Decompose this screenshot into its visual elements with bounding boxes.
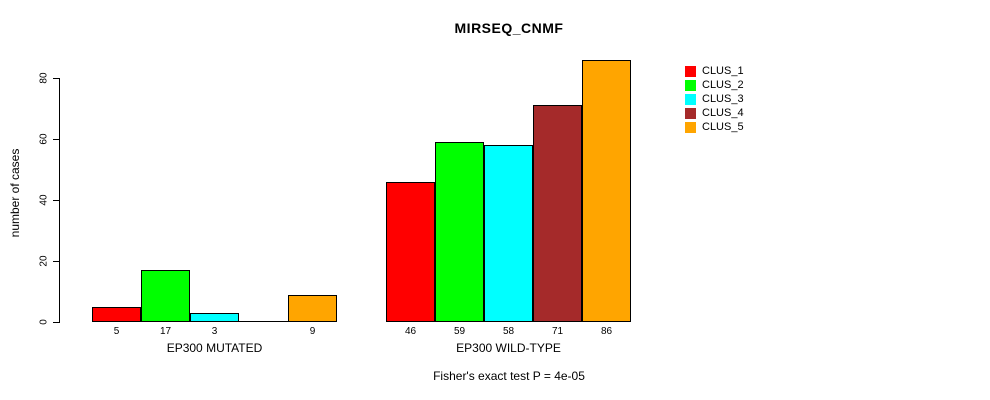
group-axis-label: EP300 MUTATED bbox=[166, 341, 263, 355]
bar-value-label: 5 bbox=[113, 326, 120, 337]
y-tick-label: 60 bbox=[38, 133, 50, 145]
legend-label: CLUS_4 bbox=[702, 107, 744, 119]
footnote: Fisher's exact test P = 4e-05 bbox=[433, 369, 585, 383]
y-tick-mark bbox=[53, 322, 60, 323]
bar bbox=[435, 142, 484, 322]
legend-swatch bbox=[685, 65, 696, 77]
bar-value-label: 59 bbox=[453, 326, 466, 337]
legend-item: CLUS_4 bbox=[685, 106, 744, 120]
bar-value-label: 71 bbox=[551, 326, 564, 337]
bar-value-label: 9 bbox=[309, 326, 316, 337]
y-tick-label: 40 bbox=[38, 194, 50, 206]
bar-value-label: 3 bbox=[211, 326, 218, 337]
bar-value-label: 17 bbox=[159, 326, 172, 337]
bar bbox=[484, 145, 533, 322]
y-tick-mark bbox=[53, 261, 60, 262]
bar bbox=[288, 295, 337, 322]
bar bbox=[92, 307, 141, 322]
legend-item: CLUS_3 bbox=[685, 92, 744, 106]
legend: CLUS_1 CLUS_2 CLUS_3 CLUS_4 CLUS_5 bbox=[685, 64, 744, 134]
bar-value-label: 86 bbox=[600, 326, 613, 337]
bar-zero-height bbox=[239, 321, 288, 322]
legend-label: CLUS_5 bbox=[702, 121, 744, 133]
y-tick-label: 80 bbox=[38, 72, 50, 84]
y-axis-label: number of cases bbox=[8, 148, 22, 238]
bar-value-label: 46 bbox=[404, 326, 417, 337]
y-tick-mark bbox=[53, 139, 60, 140]
bar bbox=[386, 182, 435, 322]
bar bbox=[190, 313, 239, 322]
legend-label: CLUS_2 bbox=[702, 79, 744, 91]
legend-item: CLUS_2 bbox=[685, 78, 744, 92]
y-tick-label: 20 bbox=[38, 255, 50, 267]
legend-swatch bbox=[685, 93, 696, 105]
legend-swatch bbox=[685, 79, 696, 91]
bar bbox=[582, 60, 631, 322]
bar bbox=[533, 105, 582, 322]
legend-swatch bbox=[685, 107, 696, 119]
y-tick-label: 0 bbox=[38, 319, 50, 325]
legend-label: CLUS_1 bbox=[702, 65, 744, 77]
y-tick-mark bbox=[53, 200, 60, 201]
group-axis-label: EP300 WILD-TYPE bbox=[456, 341, 561, 355]
bar bbox=[141, 270, 190, 322]
legend-label: CLUS_3 bbox=[702, 93, 744, 105]
bar-value-label: 58 bbox=[502, 326, 515, 337]
legend-item: CLUS_1 bbox=[685, 64, 744, 78]
chart-title: MIRSEQ_CNMF bbox=[454, 20, 564, 36]
y-tick-mark bbox=[53, 78, 60, 79]
legend-item: CLUS_5 bbox=[685, 120, 744, 134]
legend-swatch bbox=[685, 121, 696, 133]
